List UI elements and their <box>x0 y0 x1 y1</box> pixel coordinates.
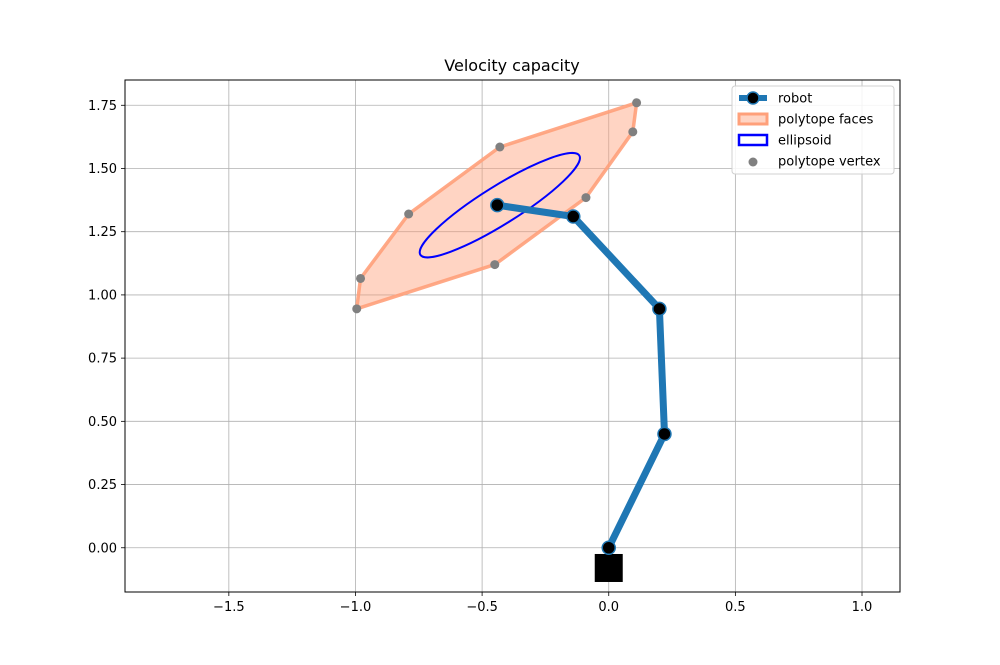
legend-box <box>731 85 895 175</box>
y-tick-label: 0.50 <box>88 415 117 430</box>
legend-label: robot <box>778 92 812 107</box>
ellipsoid <box>418 151 581 259</box>
x-tick-label: 0.5 <box>725 600 746 615</box>
polytope-vertex-point <box>581 193 591 203</box>
plot-area <box>352 98 672 582</box>
x-tick-label: 1.0 <box>852 600 873 615</box>
x-tick-label: −1.0 <box>340 600 372 615</box>
y-tick-label: 1.50 <box>88 162 117 177</box>
axis-ticks: −1.5 −1.0 −0.5 0.0 0.5 1.0 0.00 0.25 0.50 0.75 1.0… <box>88 99 872 615</box>
legend-label: polytope vertex <box>778 155 881 170</box>
robot-base <box>594 553 623 582</box>
legend-vertex-swatch <box>748 157 758 167</box>
axes-frame <box>124 79 901 593</box>
polytope-vertex-point <box>352 304 362 314</box>
polytope-vertex-point <box>490 260 500 270</box>
polytope-vertex-point <box>628 127 638 137</box>
robot-joint <box>652 301 667 317</box>
polytope-vertex-point <box>632 98 642 108</box>
y-tick-label: 1.25 <box>88 225 117 240</box>
polytope-vertex-point <box>495 142 505 152</box>
chart-title: Velocity capacity <box>444 56 579 75</box>
legend-robot-marker <box>746 91 760 105</box>
robot-joint <box>601 540 616 556</box>
x-tick-label: −0.5 <box>466 600 498 615</box>
y-tick-label: 0.00 <box>88 541 117 556</box>
y-tick-label: 0.25 <box>88 478 117 493</box>
y-tick-label: 1.75 <box>88 99 117 114</box>
polytope-vertex-point <box>404 209 414 219</box>
legend-label: ellipsoid <box>778 134 832 149</box>
y-tick-label: 1.00 <box>88 288 117 303</box>
legend-ellipsoid-swatch <box>737 133 769 147</box>
x-tick-label: −1.5 <box>213 600 245 615</box>
legend: robot polytope faces ellipsoid polytope ver… <box>731 85 895 175</box>
grid <box>125 80 900 592</box>
robot-joint <box>657 426 672 442</box>
robot-joint <box>490 197 505 213</box>
legend-label: polytope faces <box>778 113 874 128</box>
x-tick-label: 0.0 <box>598 600 619 615</box>
y-tick-label: 0.75 <box>88 352 117 367</box>
robot-joint <box>566 209 581 224</box>
legend-polytope-swatch <box>737 112 769 126</box>
polytope-vertex-point <box>356 273 366 283</box>
